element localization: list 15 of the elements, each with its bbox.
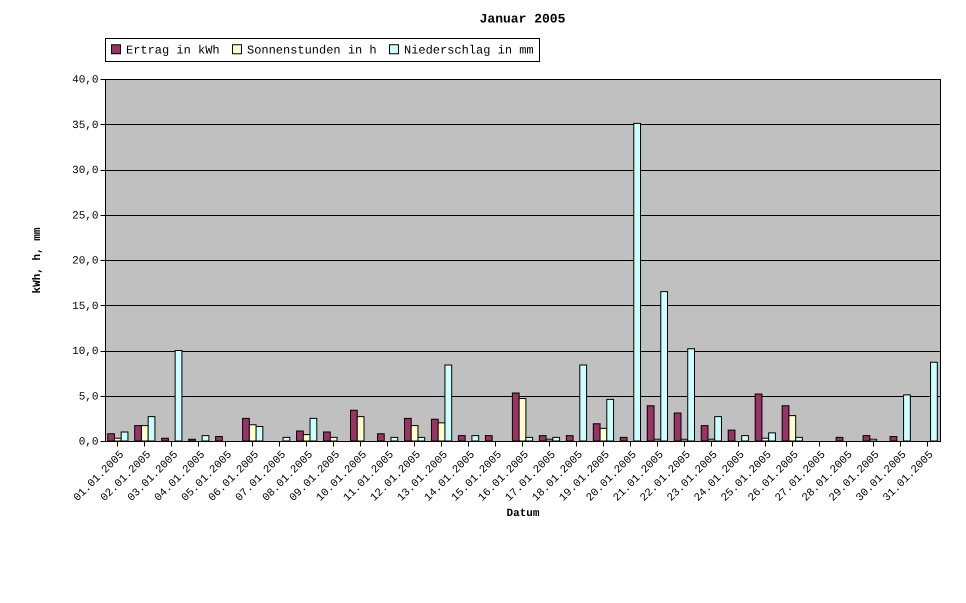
y-axis-title: kWh, h, mm — [32, 227, 44, 294]
chart-title: Januar 2005 — [480, 12, 566, 26]
x-axis-title: Datum — [506, 508, 540, 520]
legend-label: Ertrag in kWh — [126, 43, 220, 58]
y-tick-label: 40,0 — [72, 74, 98, 86]
y-tick-label: 30,0 — [72, 165, 98, 177]
y-tick-label: 35,0 — [72, 120, 98, 132]
y-tick-label: 20,0 — [72, 256, 98, 268]
legend-label: Niederschlag in mm — [404, 43, 534, 58]
y-tick-label: 25,0 — [72, 210, 98, 222]
y-tick-label: 10,0 — [72, 346, 98, 358]
y-tick-label: 5,0 — [78, 391, 98, 404]
y-tick-label: 15,0 — [72, 300, 98, 313]
y-tick-label: 0,0 — [78, 436, 98, 448]
legend-label: Sonnenstunden in h — [247, 43, 377, 58]
